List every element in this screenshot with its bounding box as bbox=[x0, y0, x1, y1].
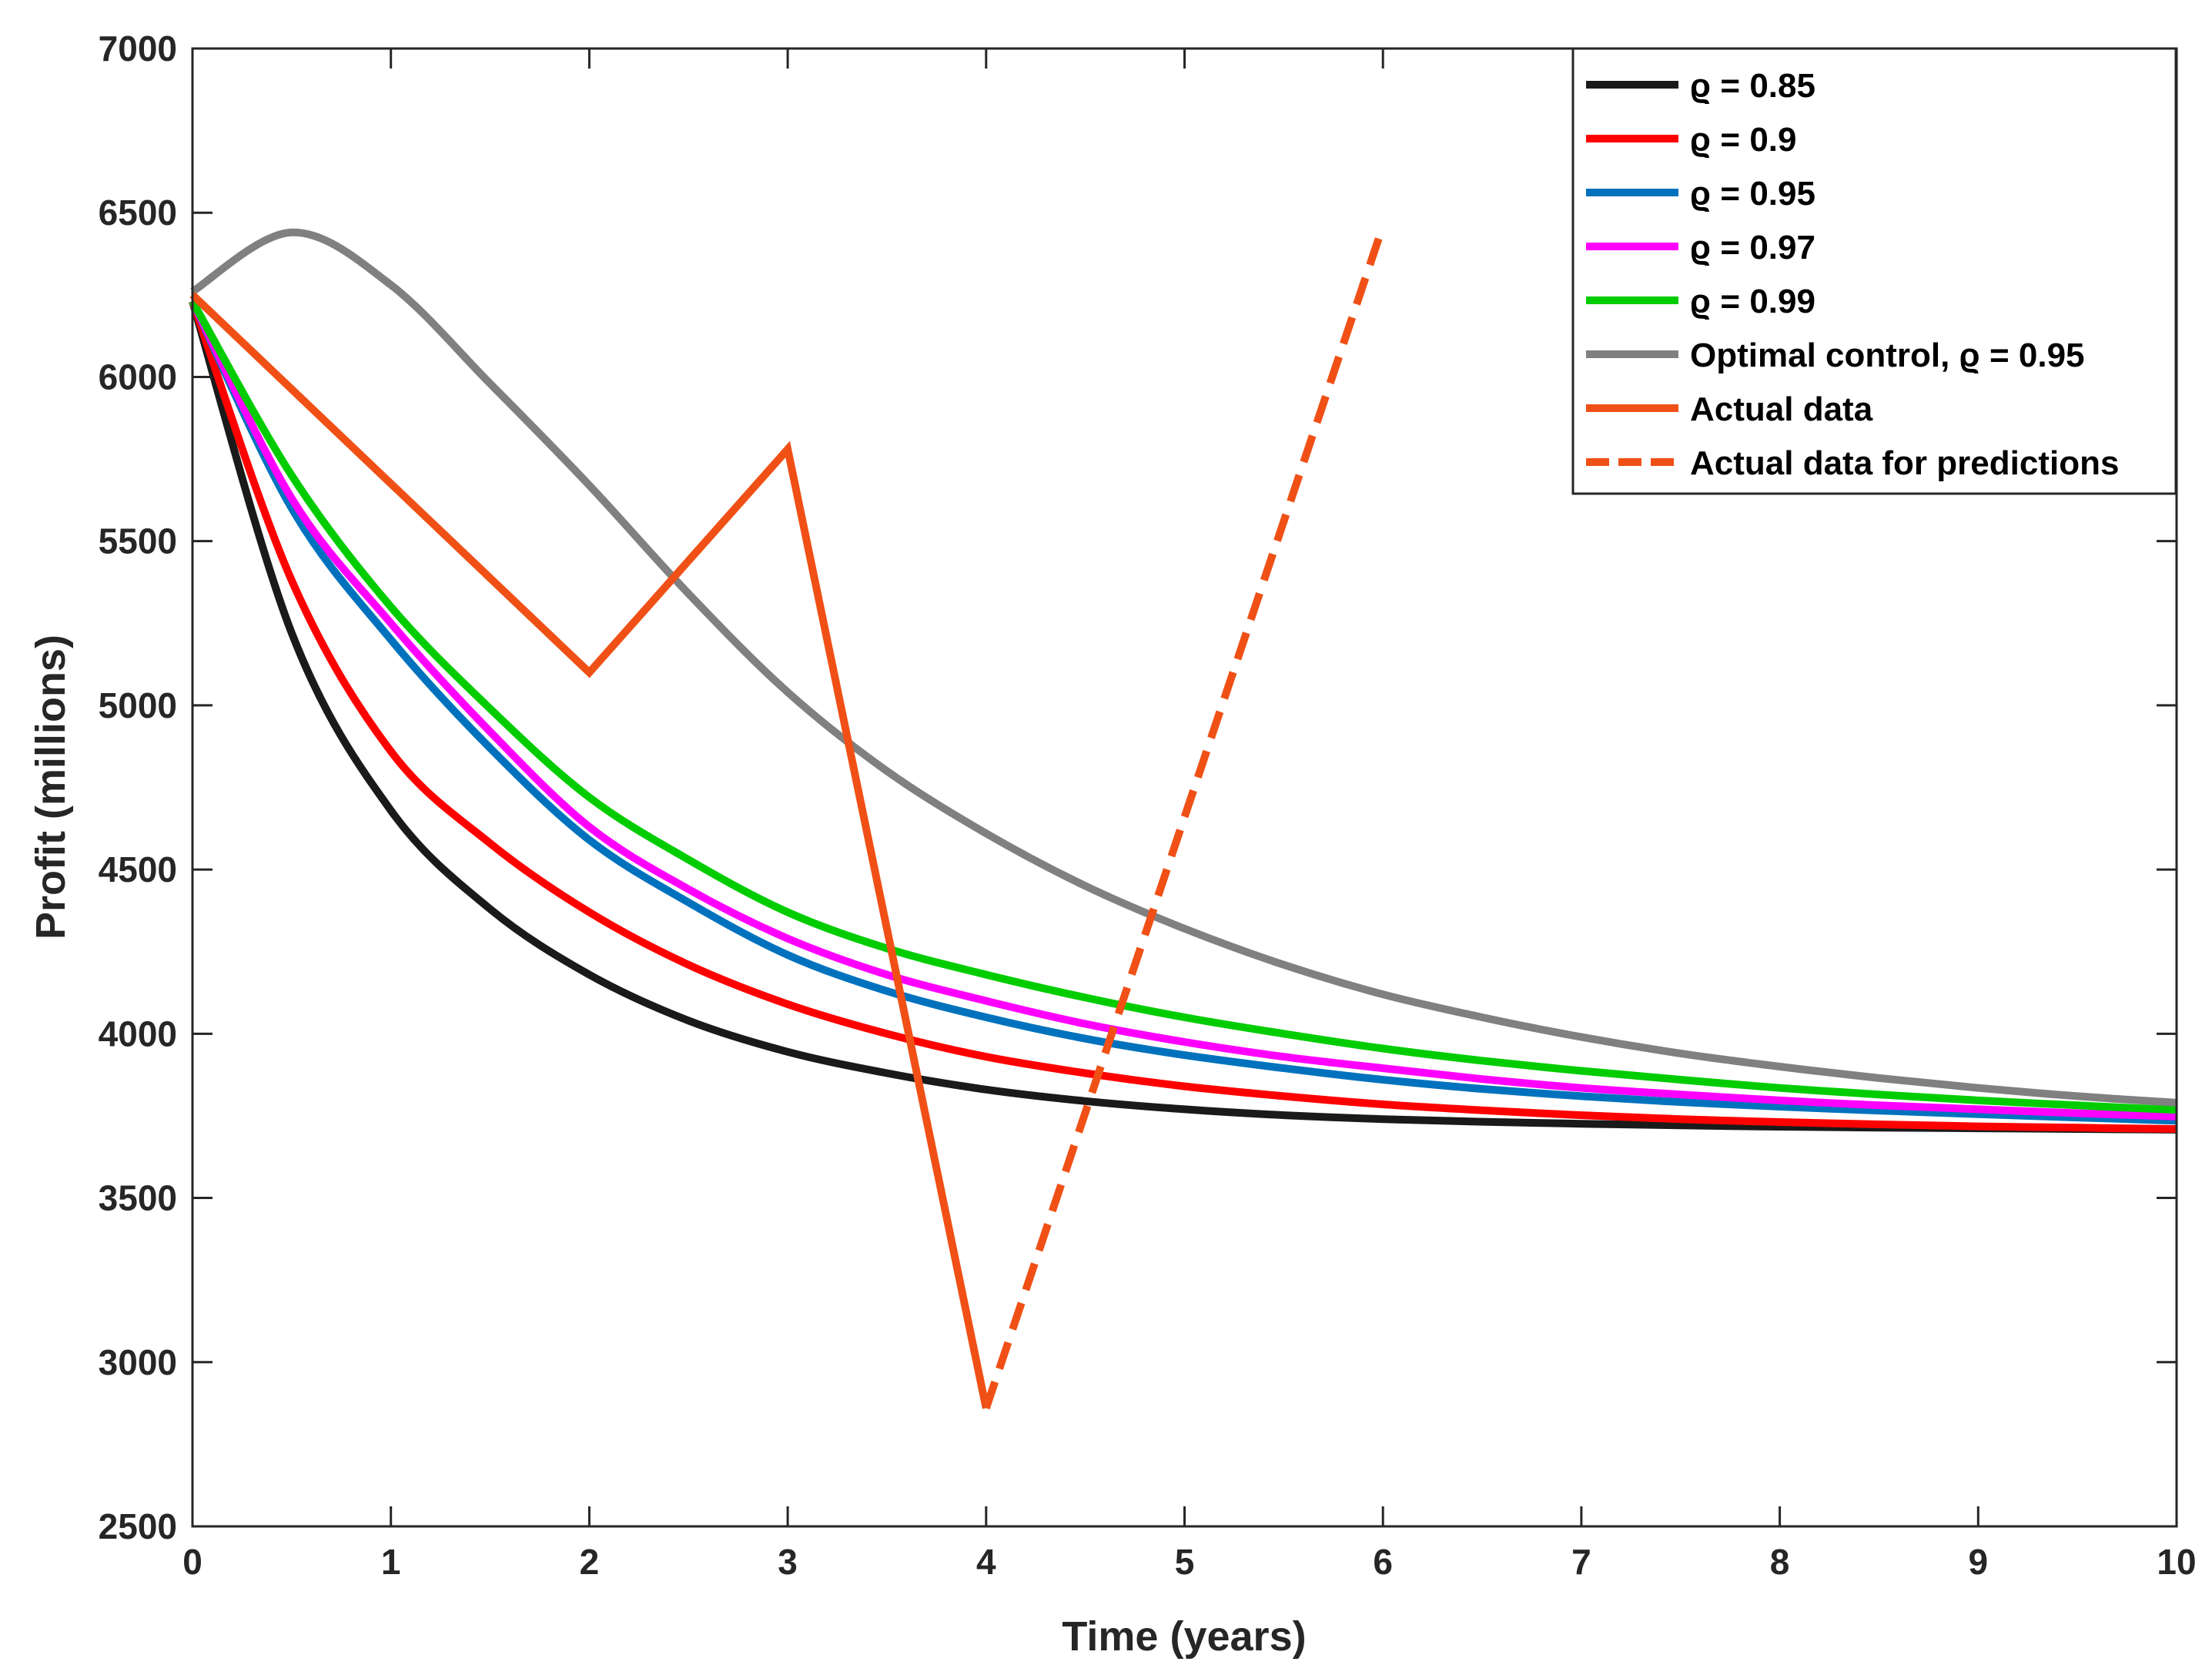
legend-label: Actual data for predictions bbox=[1690, 444, 2119, 482]
y-tick-label: 5500 bbox=[99, 521, 177, 561]
legend-label: ϱ = 0.95 bbox=[1690, 175, 1815, 213]
x-tick-label: 8 bbox=[1770, 1542, 1790, 1582]
y-tick-label: 3500 bbox=[99, 1178, 177, 1218]
y-tick-label: 7000 bbox=[99, 28, 177, 69]
series-line-3 bbox=[189, 300, 2177, 1125]
y-tick-label: 2500 bbox=[99, 1506, 177, 1546]
axis-tick-labels: 0 1 2 3 4 5 6 7 8 9 10 2500 3000 3500 4000 4500 5000 5500… bbox=[99, 28, 2197, 1582]
series-line-6 bbox=[190, 228, 2177, 1107]
legend-label: ϱ = 0.9 bbox=[1690, 121, 1797, 159]
x-tick-label: 0 bbox=[182, 1542, 202, 1582]
legend-label: Actual data bbox=[1690, 390, 1873, 428]
series-line-2 bbox=[189, 300, 2177, 1133]
x-tick-label: 10 bbox=[2157, 1542, 2196, 1582]
actual-data-line bbox=[189, 292, 990, 1409]
x-tick-label: 2 bbox=[580, 1542, 600, 1582]
legend-label: ϱ = 0.99 bbox=[1690, 283, 1815, 320]
legend-label: ϱ = 0.97 bbox=[1690, 229, 1815, 266]
y-tick-label: 6500 bbox=[99, 193, 177, 233]
y-tick-label: 4500 bbox=[99, 849, 177, 889]
x-tick-label: 7 bbox=[1571, 1542, 1591, 1582]
x-tick-label: 9 bbox=[1969, 1542, 1989, 1582]
x-tick-label: 6 bbox=[1373, 1542, 1393, 1582]
series-line-4 bbox=[189, 300, 2177, 1121]
y-tick-label: 5000 bbox=[99, 685, 177, 725]
legend: ϱ = 0.85 ϱ = 0.9 ϱ = 0.95 ϱ = 0.97 ϱ = 0.99 O… bbox=[1571, 47, 2177, 495]
x-tick-label: 1 bbox=[381, 1542, 401, 1582]
series-lines bbox=[189, 224, 2177, 1410]
legend-label: Optimal control, ϱ = 0.95 bbox=[1690, 337, 2085, 374]
x-axis-label: Time (years) bbox=[1062, 1613, 1306, 1660]
x-tick-label: 3 bbox=[778, 1542, 798, 1582]
series-line-1 bbox=[189, 300, 2177, 1134]
x-tick-label: 5 bbox=[1175, 1542, 1195, 1582]
y-tick-label: 3000 bbox=[99, 1342, 177, 1382]
series-line-5 bbox=[189, 299, 2177, 1114]
legend-label: ϱ = 0.85 bbox=[1690, 67, 1815, 105]
y-axis-label: Profit (millions) bbox=[28, 635, 74, 940]
y-tick-label: 6000 bbox=[99, 357, 177, 397]
legend-box bbox=[1571, 47, 2177, 495]
y-tick-label: 4000 bbox=[99, 1013, 177, 1054]
x-tick-label: 4 bbox=[976, 1542, 996, 1582]
